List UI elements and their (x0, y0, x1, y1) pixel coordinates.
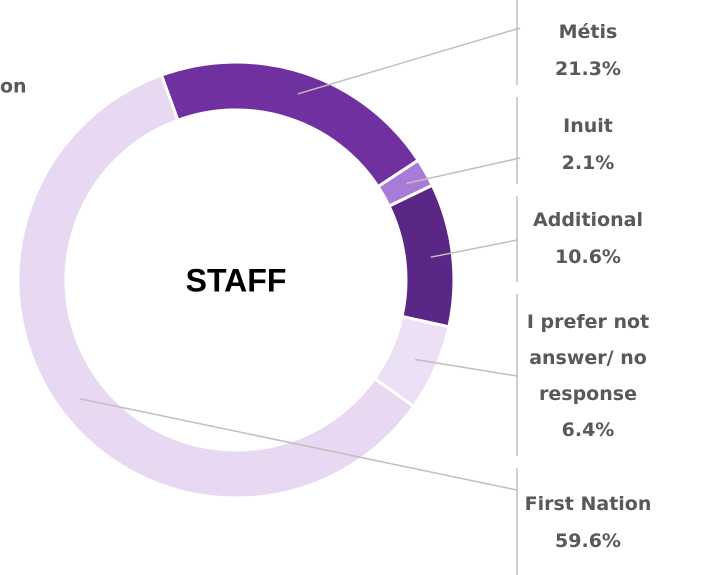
value-label: 6.4% (561, 419, 615, 441)
value-label: 10.6% (555, 246, 621, 268)
category-label: Additional (533, 209, 643, 231)
donut-segment (159, 60, 421, 189)
leader-line (430, 239, 518, 258)
value-label: 2.1% (561, 152, 615, 174)
data-label: First Nation 59.6% (503, 486, 673, 560)
category-label: First Nation (524, 493, 652, 515)
center-label: STAFF (186, 262, 287, 298)
data-label: I prefer not answer/ no response 6.4% (513, 304, 663, 448)
clipped-label: on (0, 76, 27, 98)
value-label: 59.6% (555, 530, 621, 552)
data-label: Inuit 2.1% (503, 108, 673, 182)
leader-line (79, 397, 518, 491)
leader-line (297, 27, 521, 95)
leader-line (415, 358, 518, 377)
category-label: I prefer not answer/ no response (526, 311, 650, 405)
leader-line (406, 157, 521, 185)
data-label: Métis 21.3% (503, 14, 673, 88)
donut-segment (387, 183, 456, 329)
category-label: Inuit (563, 115, 613, 137)
category-label: Métis (558, 21, 618, 43)
data-label: Additional 10.6% (503, 202, 673, 276)
value-label: 21.3% (555, 58, 621, 80)
donut-segment (16, 73, 416, 500)
